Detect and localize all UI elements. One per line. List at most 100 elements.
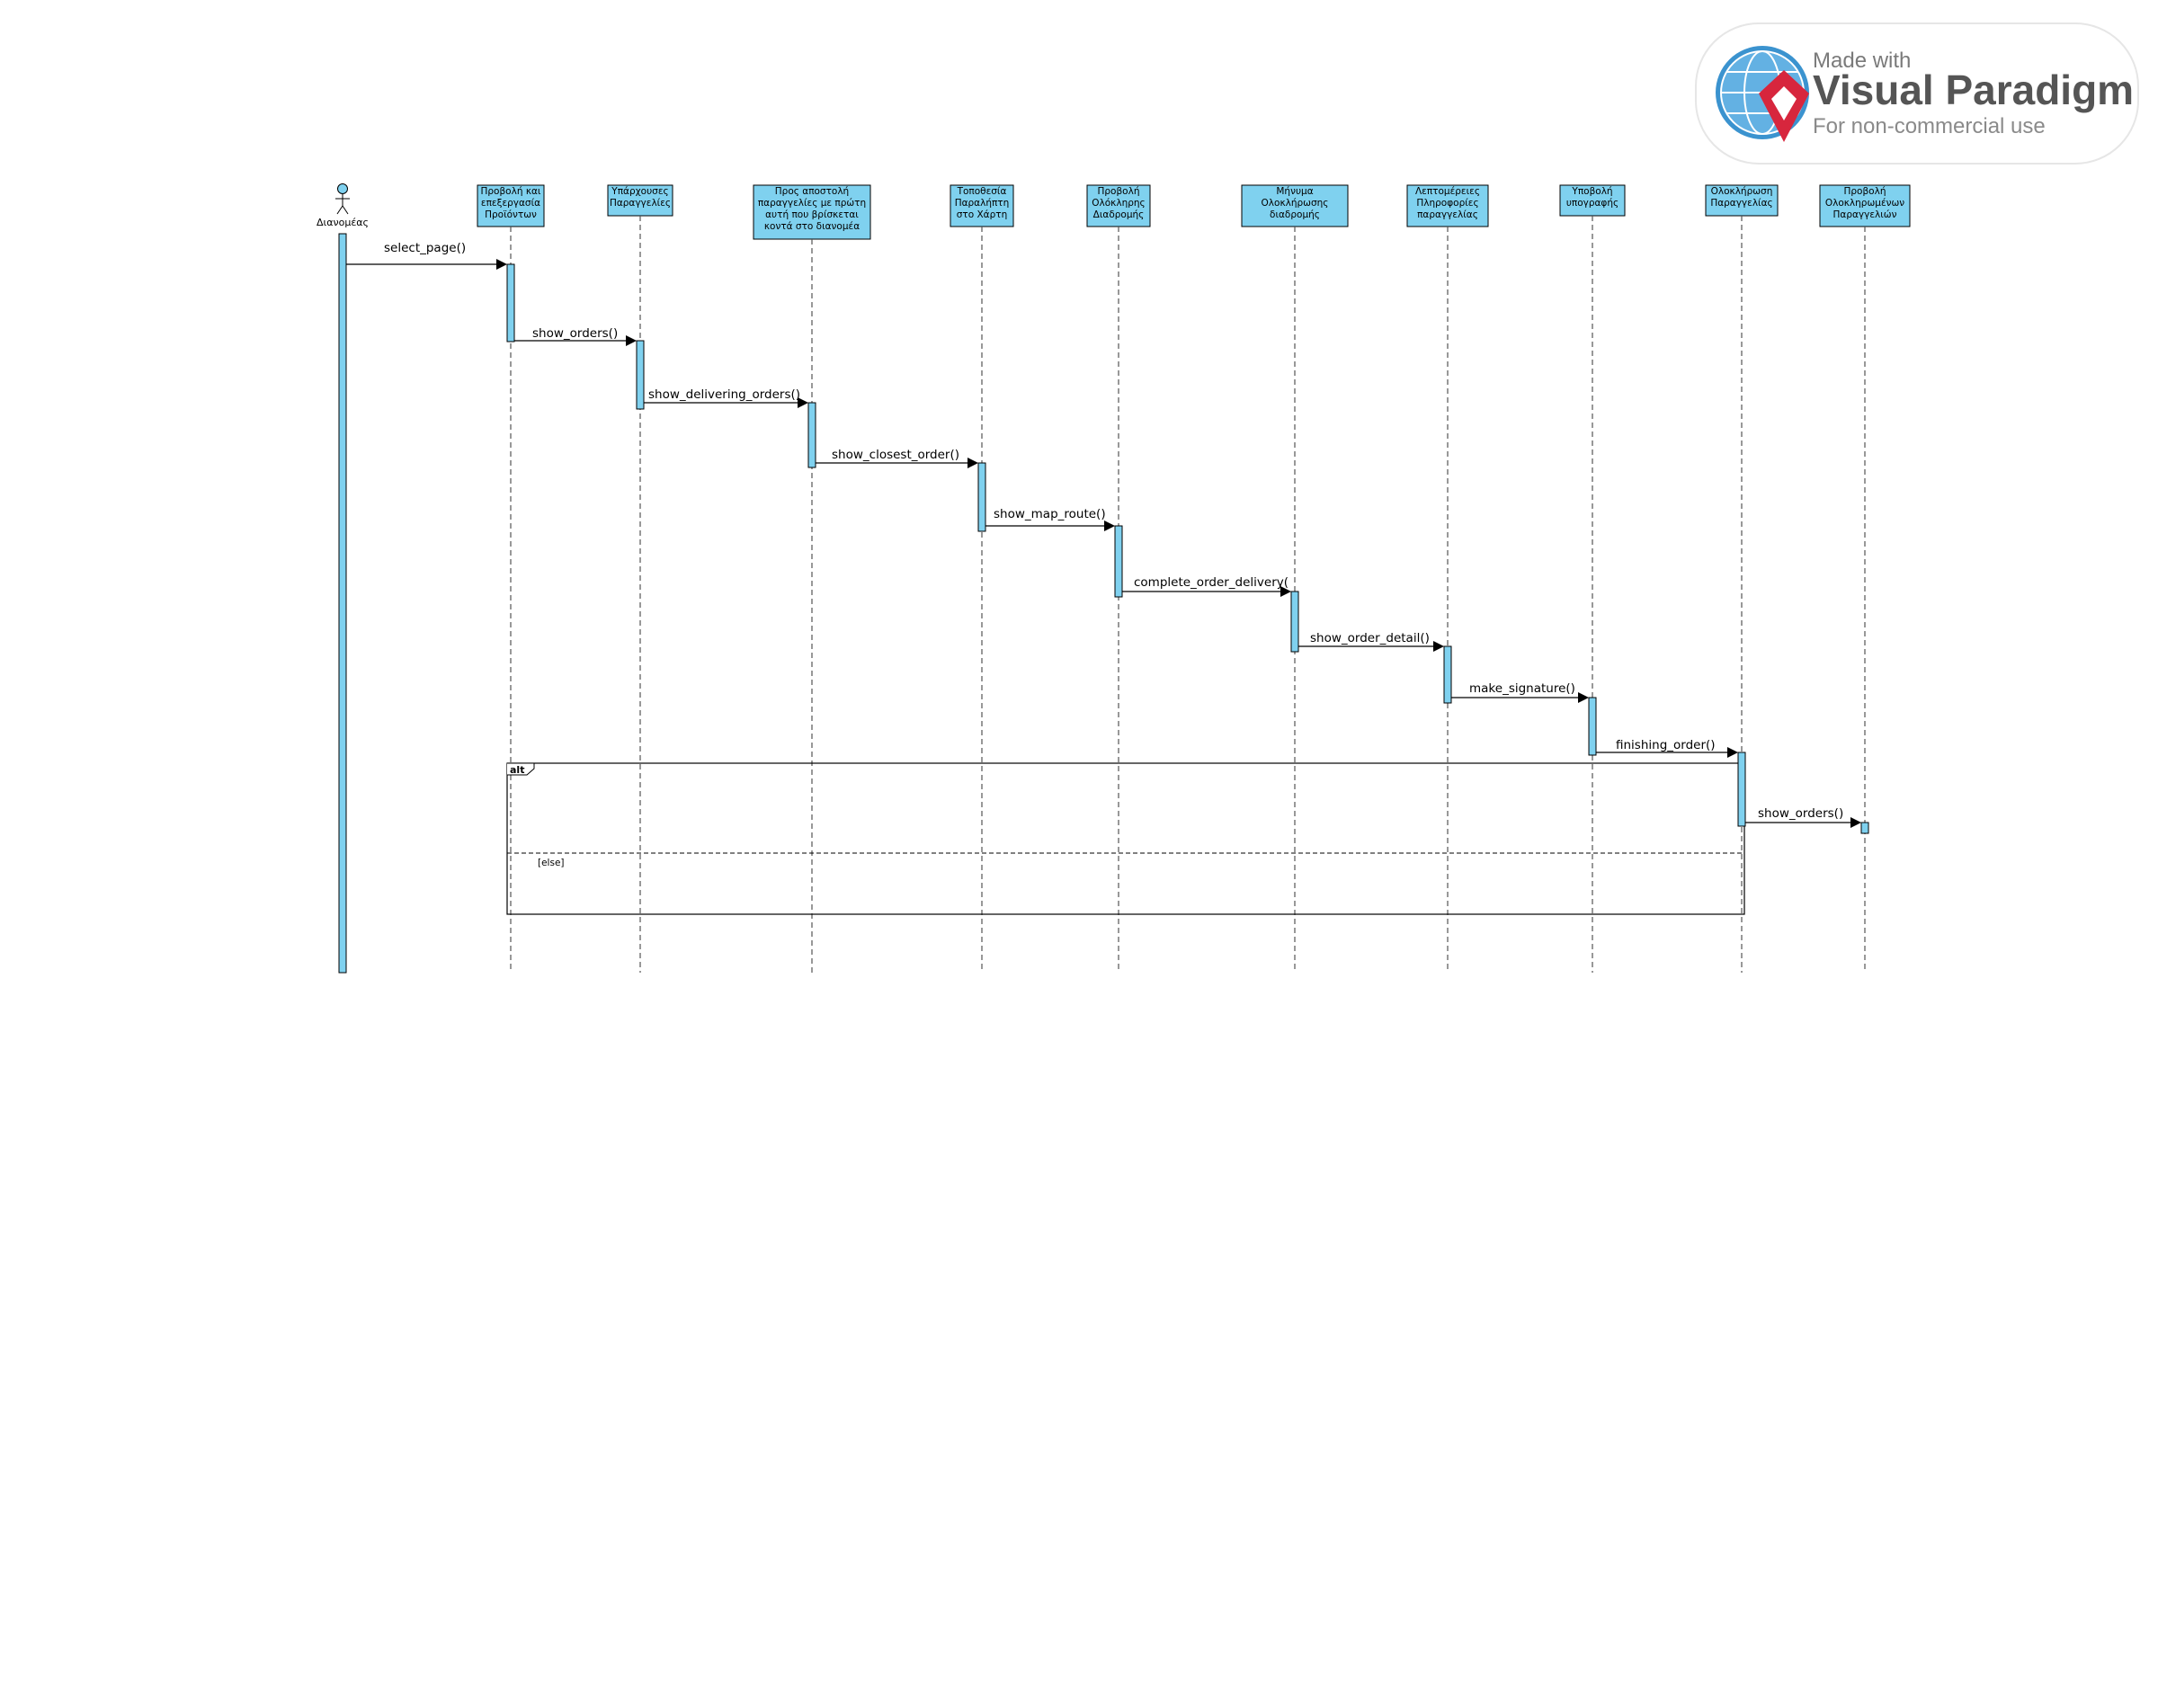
activation-bar [1737, 752, 1746, 827]
lifeline-header-5: Προβολή Ολόκληρης Διαδρομής [1086, 184, 1151, 227]
lifeline-label-line: Ολοκληρωμένων [1825, 198, 1904, 209]
message-label: show_closest_order() [832, 448, 959, 462]
activation-bar [1443, 645, 1452, 704]
lifelines [510, 216, 1866, 973]
lifeline-header-9: Ολοκλήρωση Παραγγελίας [1705, 184, 1779, 217]
alt-operator: alt [510, 764, 524, 776]
message-label: show_map_route() [994, 507, 1106, 521]
lifeline-label-line: Λεπτομέρειες [1415, 186, 1480, 197]
arrowhead-icon [1433, 641, 1444, 652]
message-show-orders: show_orders() [514, 326, 637, 346]
stick-figure-icon [335, 183, 350, 215]
lifeline-label-line: Προς αποστολή [775, 186, 849, 197]
message-label: show_delivering_orders() [648, 387, 800, 402]
lifeline-label-line: στο Χάρτη [957, 209, 1008, 220]
lifeline-label-line: Παραγγελιών [1833, 209, 1897, 220]
message-show-closest-order: show_closest_order() [816, 448, 978, 468]
message-finishing-order: finishing_order() [1596, 738, 1738, 758]
lifeline-header-2: Υπάρχουσες Παραγγελίες [607, 184, 673, 217]
lifeline-label-line: Προβολή [1844, 186, 1886, 197]
watermark-line3: For non-commercial use [1813, 114, 2046, 138]
activation-bar [977, 462, 986, 532]
message-label-clip: complete_order_delivery() [1134, 575, 1293, 590]
actor-delivery-person: Διανομέας [317, 183, 369, 228]
actor-label: Διανομέας [317, 217, 369, 228]
activation-bars [338, 233, 1869, 974]
message-label: show_orders() [1758, 806, 1843, 821]
lifeline-label-line: Υποβολή [1571, 186, 1612, 197]
message-show-orders-completed: show_orders() [1745, 806, 1861, 828]
lifeline-label-line: Παραλήπτη [955, 198, 1010, 209]
lifeline-header-8: Υποβολή υπογραφής [1559, 184, 1626, 217]
activation-bar [636, 340, 645, 410]
message-label: show_order_detail() [1310, 631, 1430, 645]
lifeline-label-line: Πληροφορίες [1416, 198, 1478, 209]
watermark-badge [1695, 22, 2139, 165]
arrowhead-icon [1578, 692, 1589, 703]
lifeline-label-line: Προβολή και [481, 186, 541, 197]
arrowhead-icon [1104, 520, 1115, 531]
watermark-line1: Made with [1813, 49, 1911, 73]
message-label: select_page() [384, 241, 466, 255]
message-complete-order-delivery: complete_order_delivery() [1122, 575, 1293, 597]
activation-bar [1290, 591, 1299, 653]
message-select-page: select_page() [346, 241, 507, 270]
lifeline-label-line: Διαδρομής [1093, 209, 1145, 220]
lifeline-label-line: αυτή που βρίσκεται [765, 209, 859, 220]
lifeline-label-line: υπογραφής [1566, 198, 1618, 209]
lifeline-header-7: Λεπτομέρειες Πληροφορίες παραγγελίας [1406, 184, 1489, 227]
lifeline-label-line: Ολοκλήρωση [1711, 186, 1773, 197]
lifeline-label-line: Ολόκληρης [1092, 198, 1145, 209]
lifeline-header-1: Προβολή και επεξεργασία Προϊόντων [477, 184, 545, 227]
activation-bar [1860, 822, 1869, 834]
lifeline-label-line: Παραγγελίας [1710, 198, 1772, 209]
arrowhead-icon [496, 259, 507, 270]
message-make-signature: make_signature() [1451, 681, 1589, 703]
lifeline-header-10: Προβολή Ολοκληρωμένων Παραγγελιών [1819, 184, 1911, 227]
lifeline-header-3: Προς αποστολή παραγγελίες με πρώτη αυτή πο… [753, 184, 871, 240]
lifeline-header-6: Μήνυμα Ολοκλήρωσης διαδρομής [1241, 184, 1349, 227]
alt-fragment: alt [else] [506, 762, 1745, 915]
message-label: show_orders() [532, 326, 618, 341]
activation-bar [1114, 525, 1123, 598]
lifeline-label-line: Παραγγελίες [610, 198, 671, 209]
lifeline-label-line: παραγγελίες με πρώτη [758, 198, 866, 209]
arrowhead-icon [1850, 817, 1861, 828]
activation-bar [1588, 697, 1597, 756]
activation-bar-actor [338, 233, 347, 974]
lifeline-label-line: κοντά στο διανομέα [764, 221, 860, 232]
message-show-map-route: show_map_route() [985, 507, 1115, 531]
alt-frame [506, 762, 1745, 915]
message-label: make_signature() [1469, 681, 1575, 696]
lifeline-label-line: παραγγελίας [1417, 209, 1478, 220]
arrowhead-icon [798, 397, 808, 408]
lifeline-label-line: Προβολή [1098, 186, 1140, 197]
activation-bar [506, 263, 515, 342]
message-show-delivering-orders: show_delivering_orders() [644, 387, 808, 408]
lifeline-label-line: Προϊόντων [485, 209, 537, 220]
activation-bar [807, 402, 816, 468]
visual-paradigm-logo-icon [1716, 46, 1809, 142]
watermark: Made with Visual Paradigm For non-commer… [1695, 22, 2139, 165]
message-label: complete_order_delivery() [1134, 575, 1293, 590]
alt-tag-box [507, 762, 535, 776]
message-label: finishing_order() [1616, 738, 1716, 752]
lifeline-label-line: επεξεργασία [481, 198, 540, 209]
lifeline-label-line: Ολοκλήρωσης [1262, 198, 1329, 209]
message-show-order-detail: show_order_detail() [1298, 631, 1444, 652]
lifeline-label-line: διαδρομής [1270, 209, 1320, 220]
arrowhead-icon [1280, 586, 1291, 597]
arrowhead-icon [1727, 747, 1738, 758]
watermark-line2: Visual Paradigm [1813, 67, 2134, 113]
arrowhead-icon [968, 458, 978, 468]
